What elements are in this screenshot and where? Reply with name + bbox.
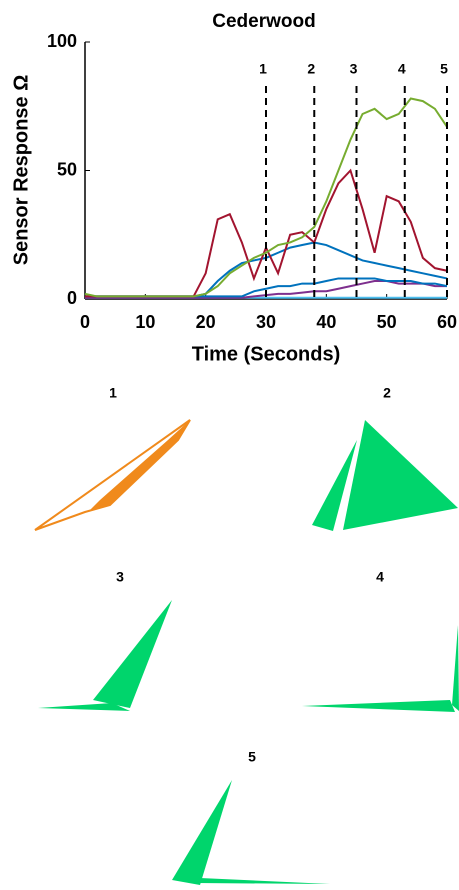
shape bbox=[452, 625, 459, 711]
panel-shapes bbox=[34, 419, 459, 885]
x-tick-label: 50 bbox=[377, 312, 397, 332]
shape bbox=[38, 703, 130, 711]
panel-label: 2 bbox=[383, 385, 391, 401]
x-axis-label: Time (Seconds) bbox=[192, 343, 341, 365]
y-tick-label: 50 bbox=[57, 159, 77, 179]
marker-label: 1 bbox=[259, 61, 267, 77]
marker-label: 5 bbox=[440, 61, 448, 77]
shape bbox=[343, 420, 458, 530]
panel-label: 1 bbox=[109, 385, 117, 401]
y-tick-label: 0 bbox=[67, 288, 77, 308]
x-tick-label: 30 bbox=[256, 312, 276, 332]
x-tick-label: 0 bbox=[80, 312, 90, 332]
shape bbox=[302, 700, 455, 712]
shape bbox=[172, 780, 232, 885]
panel-label: 4 bbox=[376, 569, 384, 585]
marker-label: 4 bbox=[398, 61, 406, 77]
x-tick-label: 20 bbox=[196, 312, 216, 332]
marker-label: 3 bbox=[350, 61, 358, 77]
marker-label: 2 bbox=[307, 61, 315, 77]
shape bbox=[88, 420, 190, 512]
x-tick-label: 10 bbox=[135, 312, 155, 332]
y-axis-label: Sensor Response Ω bbox=[10, 75, 32, 266]
panel-label: 5 bbox=[248, 749, 256, 765]
series-line bbox=[84, 97, 448, 298]
chart-title: Cederwood bbox=[212, 11, 315, 32]
x-tick-label: 60 bbox=[437, 312, 457, 332]
shape bbox=[93, 600, 172, 708]
y-tick-label: 100 bbox=[47, 31, 77, 51]
panel-label: 3 bbox=[116, 569, 124, 585]
x-tick-label: 40 bbox=[316, 312, 336, 332]
shape bbox=[312, 440, 357, 531]
shape bbox=[34, 419, 191, 531]
shape bbox=[195, 878, 330, 884]
